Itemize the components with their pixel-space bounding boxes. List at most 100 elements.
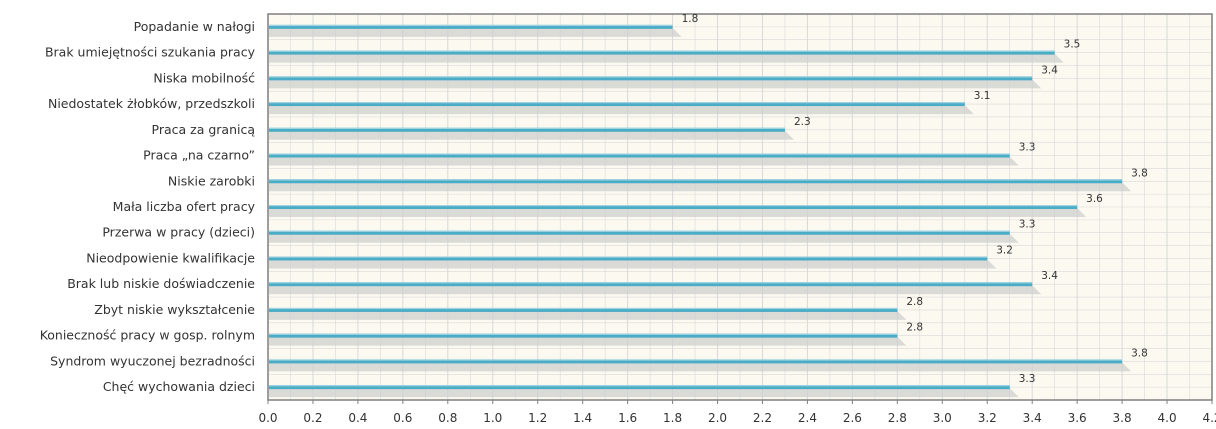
bar <box>269 76 1033 81</box>
x-tick-label: 1.2 <box>528 411 547 425</box>
bar <box>269 307 898 312</box>
category-label: Mała liczba ofert pracy <box>113 199 256 214</box>
x-axis-ticks: 0.0 0.2 0.4 0.6 0.8 1.0 1.2 1.4 1.6 1.8 2.0 2.2 2.4 2… <box>258 400 1216 425</box>
bar <box>269 24 673 29</box>
x-tick-label: 0.8 <box>438 411 457 425</box>
bar-shadow <box>269 285 1042 295</box>
bar <box>269 333 898 338</box>
bar-shadow <box>269 105 974 115</box>
data-label: 3.4 <box>1041 64 1058 76</box>
data-label: 3.1 <box>974 90 991 102</box>
bar <box>269 205 1078 209</box>
category-label: Niskie zarobki <box>168 173 255 188</box>
bar-highlight <box>269 385 1010 387</box>
data-labels: 1.8 3.5 3.4 3.1 2.3 3.3 3.8 3.6 3.3 3.2 3.4 2.8 2.8 3… <box>682 13 1148 385</box>
bar-shadow <box>269 310 907 320</box>
x-tick-label: 2.0 <box>708 411 727 425</box>
bar <box>269 359 1123 364</box>
bars <box>269 24 1132 398</box>
bar-highlight <box>269 230 1010 232</box>
x-tick-label: 2.4 <box>798 411 817 425</box>
data-label: 3.4 <box>1041 270 1058 282</box>
data-label: 3.3 <box>1019 142 1036 154</box>
bar-highlight <box>269 307 898 310</box>
category-label: Niedostatek żłobków, przedszkoli <box>48 96 255 111</box>
category-label: Niska mobilność <box>153 70 255 85</box>
bar-shadow <box>269 388 1019 398</box>
category-label: Konieczność pracy w gosp. rolnym <box>40 328 255 343</box>
category-label: Syndrom wyuczonej bezradności <box>50 353 255 368</box>
x-tick-label: 4.0 <box>1158 411 1177 425</box>
x-tick-label: 4.2 <box>1202 411 1216 425</box>
x-tick-label: 1.4 <box>573 411 592 425</box>
bar <box>269 127 785 132</box>
category-label: Brak umiejętności szukania pracy <box>45 45 256 60</box>
bar-shadow <box>269 362 1132 372</box>
data-label: 3.6 <box>1086 193 1103 205</box>
x-tick-label: 0.0 <box>258 411 277 425</box>
bar-highlight <box>269 256 988 258</box>
x-tick-label: 3.2 <box>978 411 997 425</box>
bar-highlight <box>269 76 1033 78</box>
category-label: Praca za granicą <box>152 122 256 137</box>
bar <box>269 153 1010 158</box>
bar-highlight <box>269 102 965 104</box>
bar <box>269 282 1033 287</box>
data-label: 3.3 <box>1019 373 1036 385</box>
bar-highlight <box>269 153 1010 155</box>
bar-shadow <box>269 130 794 140</box>
bar-highlight <box>269 24 673 27</box>
data-label: 1.8 <box>682 13 699 25</box>
category-label: Przerwa w pracy (dzieci) <box>102 225 255 240</box>
bar-highlight <box>269 282 1033 284</box>
bar-shadow <box>269 259 997 269</box>
x-tick-label: 1.0 <box>483 411 502 425</box>
bar <box>269 256 988 261</box>
data-label: 3.8 <box>1131 167 1148 179</box>
category-label: Praca „na czarno” <box>143 148 255 163</box>
data-label: 2.8 <box>906 322 923 334</box>
bar-shadow <box>269 233 1019 243</box>
data-label: 2.3 <box>794 116 811 128</box>
bar-shadow <box>269 336 907 346</box>
bar-highlight <box>269 359 1123 361</box>
data-label: 3.8 <box>1131 347 1148 359</box>
bar-shadow <box>269 208 1087 217</box>
data-label: 3.2 <box>996 244 1013 256</box>
bar-highlight <box>269 179 1123 181</box>
category-label: Popadanie w nałogi <box>134 19 255 34</box>
x-tick-label: 3.0 <box>933 411 952 425</box>
bar <box>269 385 1010 390</box>
category-labels: Popadanie w nałogi Brak umiejętności szuk… <box>40 19 256 394</box>
category-label: Brak lub niskie doświadczenie <box>67 276 255 291</box>
x-tick-label: 2.8 <box>888 411 907 425</box>
bar <box>269 50 1055 55</box>
data-label: 3.5 <box>1064 39 1081 51</box>
bar-highlight <box>269 50 1055 52</box>
bar-highlight <box>269 205 1078 207</box>
bar <box>269 179 1123 184</box>
x-tick-label: 3.6 <box>1068 411 1087 425</box>
x-tick-label: 2.2 <box>753 411 772 425</box>
x-tick-label: 0.4 <box>348 411 367 425</box>
plot-border <box>267 13 1213 401</box>
x-tick-label: 0.2 <box>303 411 322 425</box>
bar <box>269 102 965 107</box>
bar-shadow <box>269 53 1064 63</box>
bar <box>269 230 1010 235</box>
category-label: Zbyt niskie wykształcenie <box>94 302 255 317</box>
bar-shadow <box>269 27 682 37</box>
bar-shadow <box>269 182 1132 192</box>
bar-shadow <box>269 156 1019 166</box>
x-tick-label: 3.8 <box>1113 411 1132 425</box>
x-tick-label: 3.4 <box>1023 411 1042 425</box>
data-label: 2.8 <box>906 296 923 308</box>
x-tick-label: 2.6 <box>843 411 862 425</box>
x-tick-label: 0.6 <box>393 411 412 425</box>
bar-highlight <box>269 333 898 335</box>
category-label: Nieodpowienie kwalifikacje <box>86 250 255 265</box>
category-label: Chęć wychowania dzieci <box>103 379 255 394</box>
bar-highlight <box>269 127 785 129</box>
bar-shadow <box>269 79 1042 89</box>
